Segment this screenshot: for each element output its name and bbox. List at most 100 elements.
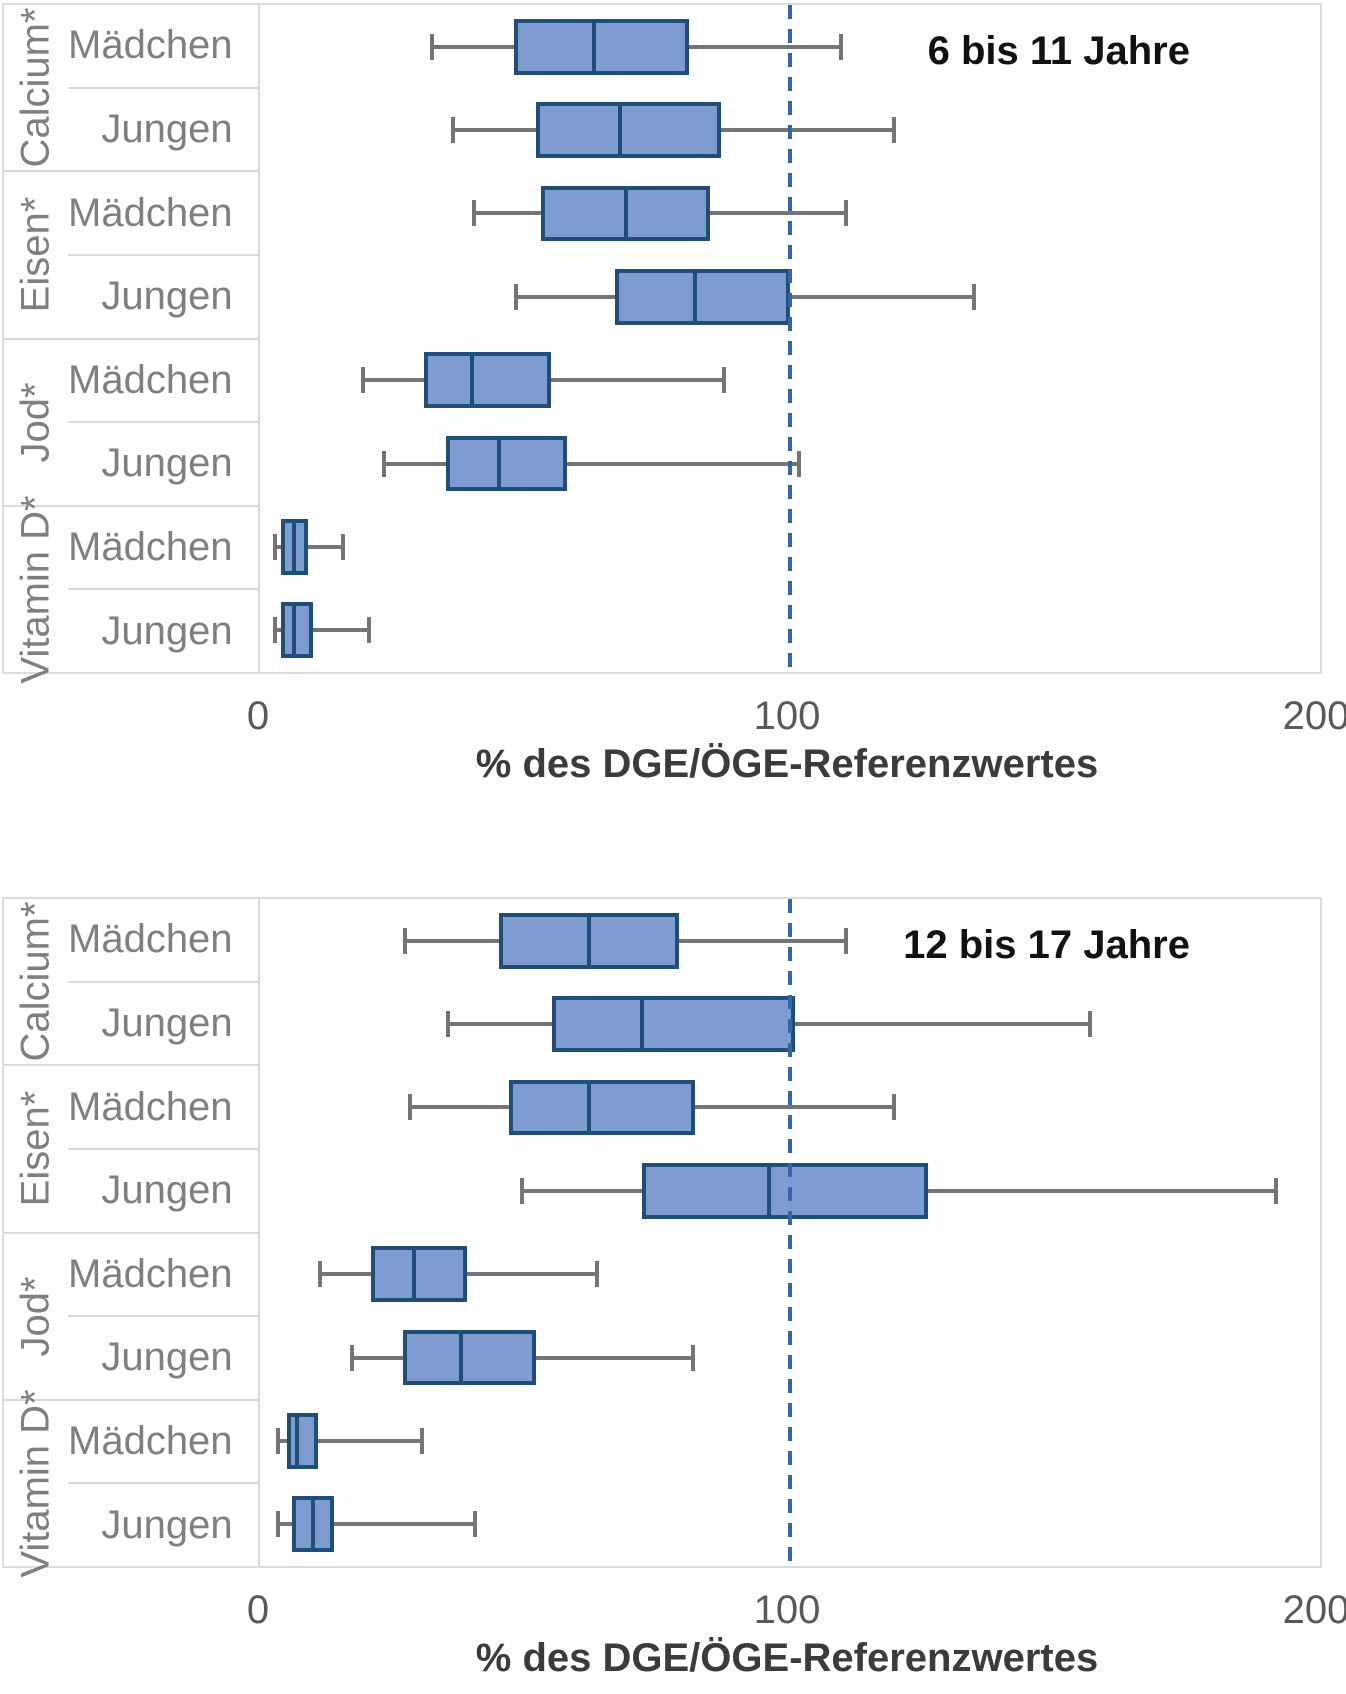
- nutrient-group: Calcium* Mädchen Jungen: [4, 899, 261, 1067]
- boxplot-row: [260, 982, 1320, 1065]
- whisker-cap-low: [350, 1344, 355, 1371]
- iqr-box: [424, 352, 552, 409]
- nutrient-label: Jod*: [13, 382, 58, 463]
- boxplot-row: [260, 1316, 1320, 1399]
- gender-label-column: Mädchen Jungen: [68, 1066, 261, 1231]
- x-axis-title: % des DGE/ÖGE-Referenzwertes: [475, 1636, 1099, 1680]
- median-line: [292, 602, 297, 659]
- x-tick-label: 100: [753, 694, 821, 738]
- whisker-cap-low: [381, 450, 386, 477]
- whisker-cap-high: [892, 117, 896, 144]
- boxplot-row: [260, 1399, 1320, 1482]
- whisker-cap-high: [340, 533, 345, 560]
- category-label-area: Calcium* Mädchen Jungen Eisen* Mädchen Jungen…: [4, 5, 261, 683]
- nutrient-label: Jod*: [13, 1276, 58, 1357]
- gender-label: Jungen: [101, 1502, 233, 1547]
- x-tick-label: 0: [246, 1588, 270, 1632]
- median-line: [692, 268, 697, 325]
- median-line: [623, 185, 628, 242]
- whisker-cap-low: [403, 927, 408, 954]
- whisker-line: [273, 544, 345, 549]
- nutrient-label: Vitamin D*: [13, 495, 58, 684]
- iqr-box: [403, 1329, 536, 1386]
- whisker-cap-high: [844, 927, 849, 954]
- whisker-cap-low: [450, 117, 455, 144]
- boxplot-panel-12-17: Calcium* Mädchen Jungen Eisen* Mädchen Jungen…: [2, 897, 1322, 1577]
- boxplot-row: [260, 172, 1320, 255]
- reference-line-100: [788, 899, 792, 1566]
- whisker-cap-high: [844, 200, 849, 227]
- boxplot-row: [260, 5, 1320, 88]
- gender-label-column: Mädchen Jungen: [68, 172, 261, 337]
- boxplot-row: [260, 899, 1320, 982]
- whisker-cap-high: [1088, 1011, 1093, 1038]
- median-line: [292, 519, 297, 575]
- nutrient-group: Jod* Mädchen Jungen: [4, 340, 261, 507]
- category-label-area: Calcium* Mädchen Jungen Eisen* Mädchen Jungen…: [4, 899, 261, 1577]
- gender-label-column: Mädchen Jungen: [68, 1234, 261, 1399]
- iqr-box: [509, 1079, 695, 1136]
- whisker-line: [273, 628, 372, 633]
- whisker-cap-high: [892, 1094, 896, 1121]
- iqr-box: [445, 435, 568, 492]
- whisker-cap-low: [273, 617, 278, 644]
- iqr-box: [551, 996, 796, 1052]
- nutrient-label-column: Eisen*: [4, 1066, 68, 1231]
- panel-title: 6 bis 11 Jahre: [927, 29, 1190, 73]
- gender-label-column: Mädchen Jungen: [68, 5, 261, 170]
- boxplot-row: [260, 589, 1320, 672]
- nutrient-label: Calcium*: [13, 7, 58, 168]
- gender-label: Mädchen: [68, 1234, 261, 1318]
- nutrient-group: Eisen* Mädchen Jungen: [4, 1066, 261, 1234]
- nutrient-group: Jod* Mädchen Jungen: [4, 1234, 261, 1401]
- nutrient-group: Eisen* Mädchen Jungen: [4, 172, 261, 340]
- whisker-cap-high: [473, 1511, 478, 1538]
- median-line: [459, 1329, 464, 1386]
- nutrient-label: Calcium*: [13, 901, 58, 1062]
- x-tick-label: 200: [1282, 694, 1346, 738]
- nutrient-label-column: Vitamin D*: [4, 1389, 68, 1577]
- median-line: [411, 1246, 416, 1303]
- median-line: [496, 435, 501, 492]
- whisker-cap-low: [273, 533, 278, 560]
- gender-label: Mädchen: [68, 1401, 261, 1485]
- gender-label: Mädchen: [68, 899, 261, 983]
- median-line: [586, 912, 591, 969]
- boxplot-row: [260, 255, 1320, 338]
- gender-label-column: Mädchen Jungen: [68, 340, 261, 505]
- median-line: [586, 1079, 591, 1136]
- nutrient-label-column: Jod*: [4, 340, 68, 505]
- x-axis-ticks: 0 100 200: [247, 694, 1346, 744]
- whisker-cap-high: [1273, 1177, 1278, 1204]
- iqr-box: [514, 18, 690, 75]
- whisker-cap-high: [595, 1261, 600, 1288]
- whisker-cap-high: [420, 1427, 425, 1454]
- median-line: [470, 352, 474, 409]
- whisker-cap-low: [429, 33, 434, 60]
- whisker-cap-high: [367, 617, 372, 644]
- whisker-cap-low: [360, 367, 365, 394]
- nutrient-group: Vitamin D* Mädchen Jungen: [4, 1389, 261, 1577]
- median-line: [618, 102, 623, 158]
- iqr-box: [641, 1162, 928, 1219]
- iqr-box: [371, 1246, 467, 1303]
- gender-label: Jungen: [101, 274, 233, 319]
- gender-label: Mädchen: [68, 5, 261, 89]
- whisker-cap-low: [519, 1177, 524, 1204]
- iqr-box: [281, 602, 313, 659]
- boxplot-panel-6-11: Calcium* Mädchen Jungen Eisen* Mädchen Jungen…: [2, 3, 1322, 683]
- gender-label: Jungen: [101, 106, 233, 151]
- median-line: [311, 1496, 315, 1553]
- nutrient-label-column: Calcium*: [4, 899, 68, 1064]
- whisker-line: [381, 461, 801, 466]
- x-tick-label: 200: [1282, 1588, 1346, 1632]
- x-tick-label: 0: [246, 694, 270, 738]
- gender-label: Jungen: [101, 1335, 233, 1380]
- reference-line-100: [788, 5, 792, 672]
- iqr-box: [535, 102, 722, 158]
- boxplot-row: [260, 339, 1320, 422]
- whisker-cap-high: [971, 283, 976, 310]
- gender-label: Jungen: [101, 608, 233, 653]
- whisker-cap-low: [514, 283, 519, 310]
- nutrient-group: Vitamin D* Mädchen Jungen: [4, 495, 261, 683]
